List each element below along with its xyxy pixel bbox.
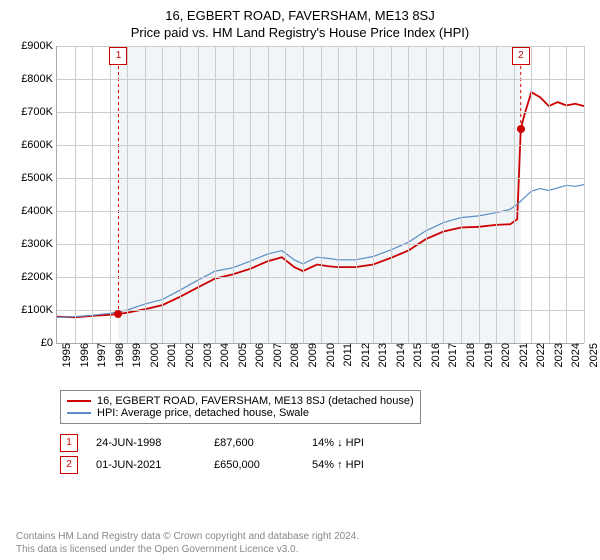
x-axis-label: 2016	[428, 343, 442, 367]
event-hpi-delta: 14% ↓ HPI	[312, 437, 364, 449]
footer-line-2: This data is licensed under the Open Gov…	[16, 543, 359, 556]
legend-swatch-blue	[67, 412, 91, 414]
x-axis-label: 2020	[498, 343, 512, 367]
x-axis-label: 2019	[481, 343, 495, 367]
chart-dot-1	[114, 310, 122, 318]
x-axis-label: 2009	[305, 343, 319, 367]
event-date: 24-JUN-1998	[96, 437, 196, 449]
chart-marker-1: 1	[109, 47, 127, 65]
legend-label-blue: HPI: Average price, detached house, Swal…	[97, 407, 309, 419]
x-axis-label: 2021	[516, 343, 530, 367]
x-axis-label: 2018	[463, 343, 477, 367]
x-axis-label: 2000	[147, 343, 161, 367]
x-axis-label: 2007	[270, 343, 284, 367]
event-price: £87,600	[214, 437, 294, 449]
x-axis-label: 2004	[217, 343, 231, 367]
x-axis-label: 2013	[375, 343, 389, 367]
legend: 16, EGBERT ROAD, FAVERSHAM, ME13 8SJ (de…	[60, 390, 421, 424]
x-axis-label: 2011	[340, 343, 354, 367]
event-date: 01-JUN-2021	[96, 459, 196, 471]
chart-marker-2: 2	[512, 47, 530, 65]
event-row: 1 24-JUN-1998 £87,600 14% ↓ HPI	[60, 434, 584, 452]
y-axis-label: £600K	[21, 139, 57, 151]
x-axis-label: 1998	[112, 343, 126, 367]
x-axis-label: 2023	[551, 343, 565, 367]
x-axis-label: 2012	[358, 343, 372, 367]
x-axis-label: 2014	[393, 343, 407, 367]
event-marker-icon: 1	[60, 434, 78, 452]
x-axis-label: 2002	[182, 343, 196, 367]
legend-label-red: 16, EGBERT ROAD, FAVERSHAM, ME13 8SJ (de…	[97, 395, 414, 407]
y-axis-label: £500K	[21, 172, 57, 184]
event-hpi-delta: 54% ↑ HPI	[312, 459, 364, 471]
y-axis-label: £200K	[21, 271, 57, 283]
event-table: 1 24-JUN-1998 £87,600 14% ↓ HPI 2 01-JUN-2021…	[60, 434, 584, 474]
x-axis-label: 2015	[410, 343, 424, 367]
x-axis-label: 2005	[235, 343, 249, 367]
x-axis-label: 2008	[287, 343, 301, 367]
event-marker-icon: 2	[60, 456, 78, 474]
x-axis-label: 2017	[445, 343, 459, 367]
footer: Contains HM Land Registry data © Crown c…	[16, 530, 359, 556]
y-axis-label: £400K	[21, 205, 57, 217]
x-axis-label: 2003	[200, 343, 214, 367]
x-axis-label: 2001	[164, 343, 178, 367]
y-axis-label: £0	[41, 337, 57, 349]
footer-line-1: Contains HM Land Registry data © Crown c…	[16, 530, 359, 543]
y-axis-label: £300K	[21, 238, 57, 250]
legend-swatch-red	[67, 400, 91, 402]
event-row: 2 01-JUN-2021 £650,000 54% ↑ HPI	[60, 456, 584, 474]
y-axis-label: £800K	[21, 73, 57, 85]
page-title-1: 16, EGBERT ROAD, FAVERSHAM, ME13 8SJ	[16, 8, 584, 23]
x-axis-label: 2025	[586, 343, 600, 367]
page-title-2: Price paid vs. HM Land Registry's House …	[16, 25, 584, 40]
chart-dot-2	[517, 125, 525, 133]
y-axis-label: £900K	[21, 40, 57, 52]
x-axis-label: 1996	[77, 343, 91, 367]
x-axis-label: 1999	[129, 343, 143, 367]
x-axis-label: 2006	[252, 343, 266, 367]
y-axis-label: £100K	[21, 304, 57, 316]
x-axis-label: 2010	[323, 343, 337, 367]
y-axis-label: £700K	[21, 106, 57, 118]
chart: £0 £100K £200K £300K £400K £500K £600K £700K £80…	[16, 46, 584, 384]
x-axis-label: 2024	[568, 343, 582, 367]
x-axis-label: 2022	[533, 343, 547, 367]
x-axis-label: 1997	[94, 343, 108, 367]
event-price: £650,000	[214, 459, 294, 471]
x-axis-label: 1995	[59, 343, 73, 367]
